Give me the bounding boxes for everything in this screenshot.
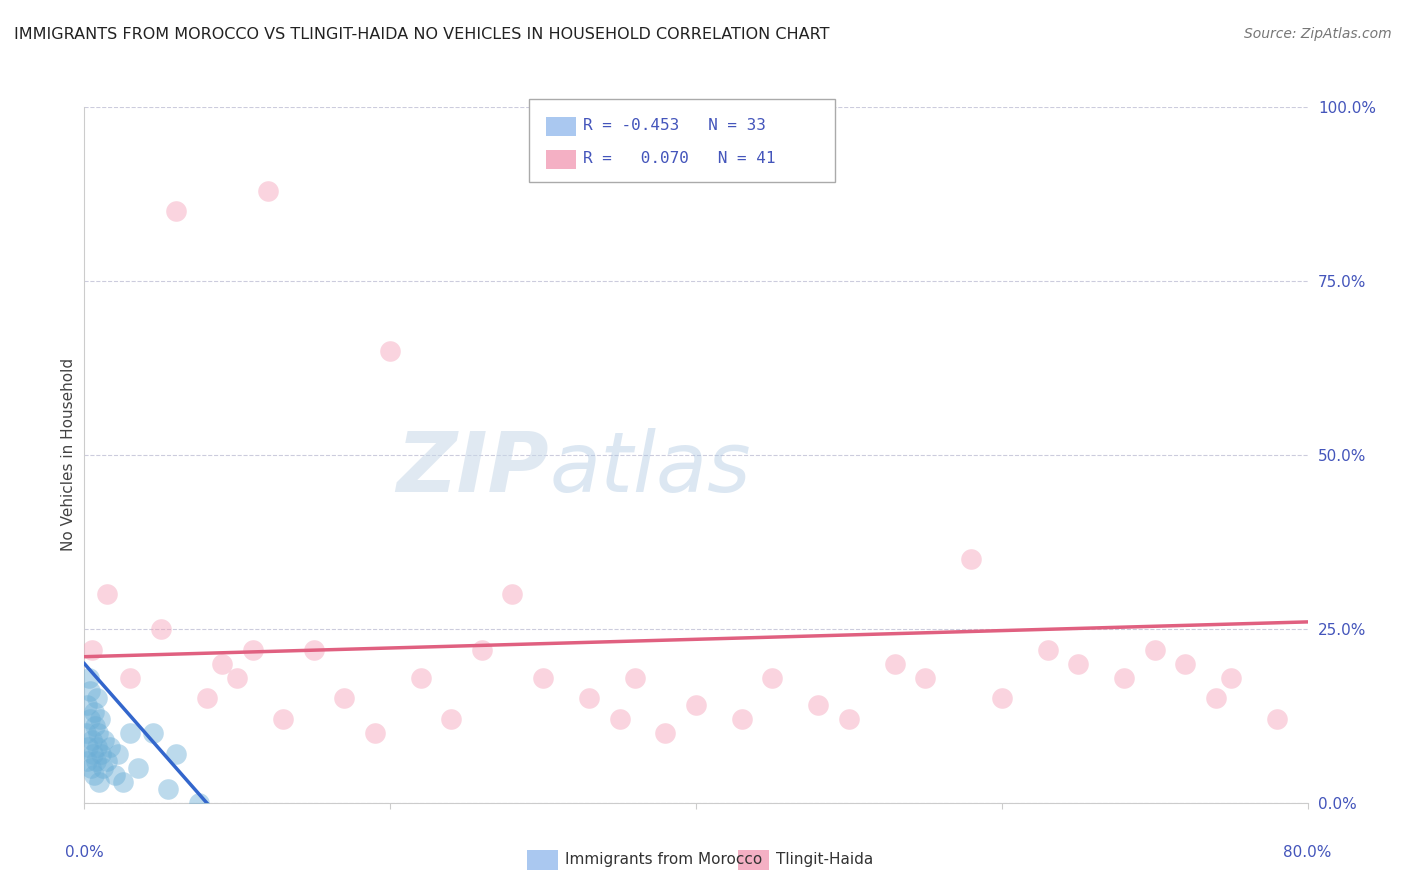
Point: [761, 671, 783, 685]
Point: [84, 754, 107, 768]
Point: [271, 712, 294, 726]
Point: [86, 691, 108, 706]
Point: [1114, 671, 1136, 685]
Point: [531, 671, 554, 685]
Text: Source: ZipAtlas.com: Source: ZipAtlas.com: [1244, 27, 1392, 41]
Point: [111, 775, 134, 789]
Point: [82, 747, 104, 761]
Point: [83, 706, 105, 720]
Point: [380, 343, 402, 358]
Text: 0.0%: 0.0%: [65, 845, 104, 860]
Point: [502, 587, 524, 601]
Point: [84, 719, 107, 733]
Point: [409, 671, 432, 685]
Point: [211, 657, 233, 671]
Point: [76, 698, 98, 713]
Text: Tlingit-Haida: Tlingit-Haida: [776, 853, 873, 867]
Point: [86, 740, 108, 755]
Point: [96, 754, 118, 768]
Point: [226, 671, 249, 685]
Point: [165, 204, 187, 219]
Point: [87, 775, 110, 789]
Point: [609, 712, 631, 726]
Point: [80, 642, 103, 657]
Point: [471, 642, 494, 657]
Point: [127, 761, 149, 775]
Text: 80.0%: 80.0%: [1284, 845, 1331, 860]
Point: [440, 712, 463, 726]
Point: [1205, 691, 1227, 706]
Y-axis label: No Vehicles in Household: No Vehicles in Household: [60, 359, 76, 551]
Point: [1265, 712, 1288, 726]
Point: [914, 671, 936, 685]
Point: [1143, 642, 1166, 657]
Point: [107, 747, 129, 761]
Point: [77, 740, 100, 755]
Point: [96, 587, 118, 601]
Point: [79, 712, 101, 726]
Point: [195, 691, 218, 706]
Point: [79, 684, 101, 698]
Text: ZIP: ZIP: [396, 428, 550, 509]
Point: [578, 691, 600, 706]
Point: [93, 733, 115, 747]
Point: [98, 740, 121, 755]
Point: [731, 712, 754, 726]
Point: [91, 761, 114, 775]
Point: [80, 733, 103, 747]
Point: [120, 671, 142, 685]
Point: [157, 781, 180, 796]
Point: [257, 184, 280, 198]
Point: [333, 691, 356, 706]
Point: [883, 657, 905, 671]
Point: [654, 726, 676, 740]
Point: [87, 726, 110, 740]
Point: [1220, 671, 1243, 685]
Point: [1036, 642, 1059, 657]
Point: [685, 698, 707, 713]
Point: [242, 642, 264, 657]
Point: [807, 698, 830, 713]
Point: [302, 642, 325, 657]
Point: [76, 754, 98, 768]
Point: [364, 726, 387, 740]
Point: [104, 768, 127, 782]
Text: IMMIGRANTS FROM MOROCCO VS TLINGIT-HAIDA NO VEHICLES IN HOUSEHOLD CORRELATION CH: IMMIGRANTS FROM MOROCCO VS TLINGIT-HAIDA…: [14, 27, 830, 42]
Point: [142, 726, 165, 740]
Text: R =   0.070   N = 41: R = 0.070 N = 41: [583, 152, 776, 166]
Point: [75, 726, 97, 740]
Point: [80, 761, 103, 775]
Text: atlas: atlas: [550, 428, 751, 509]
Point: [188, 796, 211, 810]
Point: [1067, 657, 1090, 671]
Point: [960, 552, 983, 566]
Point: [83, 768, 105, 782]
Point: [77, 671, 100, 685]
Point: [838, 712, 860, 726]
Text: R = -0.453   N = 33: R = -0.453 N = 33: [583, 119, 766, 133]
Point: [624, 671, 647, 685]
Point: [1174, 657, 1197, 671]
Text: Immigrants from Morocco: Immigrants from Morocco: [565, 853, 762, 867]
Point: [120, 726, 142, 740]
Point: [89, 712, 111, 726]
Point: [90, 747, 112, 761]
Point: [991, 691, 1014, 706]
Point: [165, 747, 187, 761]
Point: [149, 622, 172, 636]
